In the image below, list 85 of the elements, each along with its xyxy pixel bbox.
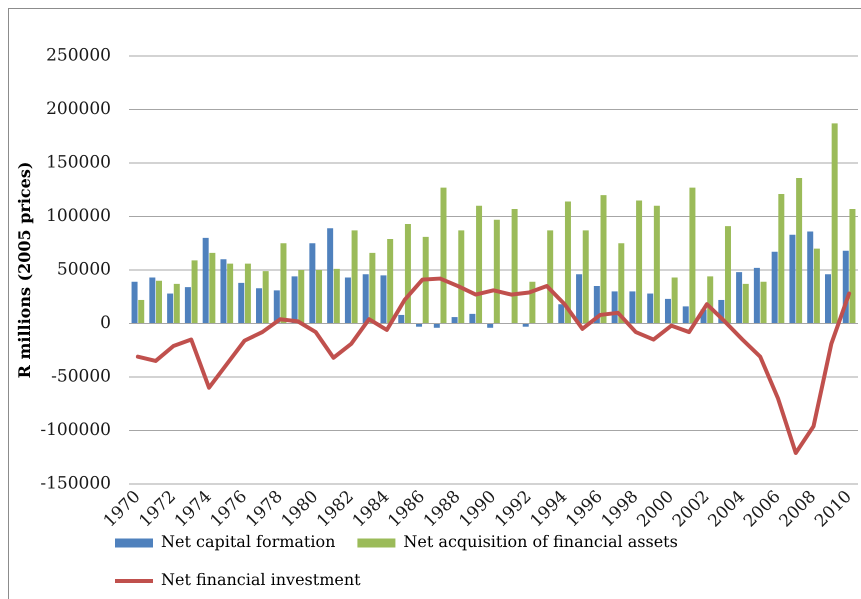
bar: [814, 248, 820, 323]
y-tick-label: 150000: [46, 152, 111, 172]
bar: [416, 324, 422, 327]
y-tick-label: 200000: [46, 98, 111, 119]
bar: [772, 252, 778, 323]
bar: [244, 264, 251, 323]
bar: [547, 230, 554, 323]
bar: [316, 270, 322, 323]
bar: [238, 282, 244, 323]
bar: [422, 236, 429, 323]
bar: [476, 206, 482, 323]
bar: [672, 277, 678, 323]
y-tick-label: -100000: [40, 420, 111, 440]
bar: [227, 264, 234, 323]
bar: [760, 282, 767, 323]
bar: [742, 284, 749, 323]
bar: [387, 238, 394, 323]
y-tick-label: 50000: [56, 259, 111, 280]
bar: [292, 276, 298, 323]
bar: [327, 228, 334, 323]
bar: [682, 306, 689, 323]
bar: [582, 230, 589, 323]
bar: [434, 324, 440, 328]
y-tick-label: -150000: [40, 473, 111, 494]
bar: [184, 287, 191, 323]
bar: [664, 298, 671, 323]
bar: [789, 234, 796, 323]
bar: [522, 324, 529, 327]
bar: [280, 243, 286, 323]
bar: [298, 270, 304, 323]
bar: [832, 123, 838, 323]
bar: [512, 209, 518, 323]
bar: [778, 194, 784, 323]
bar: [824, 274, 831, 323]
bar: [647, 294, 654, 323]
bar: [380, 275, 386, 323]
bar: [654, 206, 660, 323]
legend-label: Net financial investment: [161, 570, 362, 590]
bar: [736, 272, 742, 323]
bar: [192, 260, 198, 323]
bar: [849, 209, 856, 323]
bar: [344, 277, 351, 323]
y-tick-label: 0: [100, 312, 111, 333]
bar: [352, 230, 358, 323]
bar: [440, 188, 446, 323]
bar: [629, 291, 636, 323]
bar: [202, 238, 209, 323]
bar: [220, 259, 226, 323]
bar: [138, 300, 144, 323]
bar: [149, 277, 156, 323]
bar: [796, 178, 802, 323]
bar: [452, 317, 458, 323]
y-axis-title: R millions (2005 prices): [14, 162, 34, 378]
legend-label: Net capital formation: [161, 532, 336, 552]
y-tick-label: 100000: [46, 206, 111, 226]
bar: [754, 268, 760, 323]
bar: [689, 188, 696, 323]
bar: [167, 294, 174, 323]
bar: [600, 195, 607, 323]
bar: [458, 230, 464, 323]
bar: [564, 202, 571, 323]
bar: [334, 268, 340, 323]
bar: [576, 274, 582, 323]
bar: [636, 200, 642, 323]
bar: [362, 274, 369, 323]
bar: [494, 220, 500, 323]
bar: [724, 226, 731, 323]
bar: [807, 231, 814, 323]
bar: [132, 282, 138, 323]
bar: [404, 224, 411, 323]
bar: [256, 288, 262, 323]
bar: [209, 252, 216, 323]
bar: [487, 324, 494, 328]
bar: [398, 314, 404, 323]
bar: [558, 304, 564, 323]
legend-label: Net acquisition of financial assets: [403, 532, 678, 552]
bar: [174, 284, 180, 323]
y-tick-label: 250000: [46, 45, 111, 66]
bar: [309, 243, 316, 323]
bar: [618, 243, 624, 323]
bar: [469, 314, 476, 323]
bar: [369, 252, 376, 323]
y-tick-label: -50000: [51, 366, 111, 386]
bar: [156, 280, 162, 323]
bar: [262, 271, 269, 323]
